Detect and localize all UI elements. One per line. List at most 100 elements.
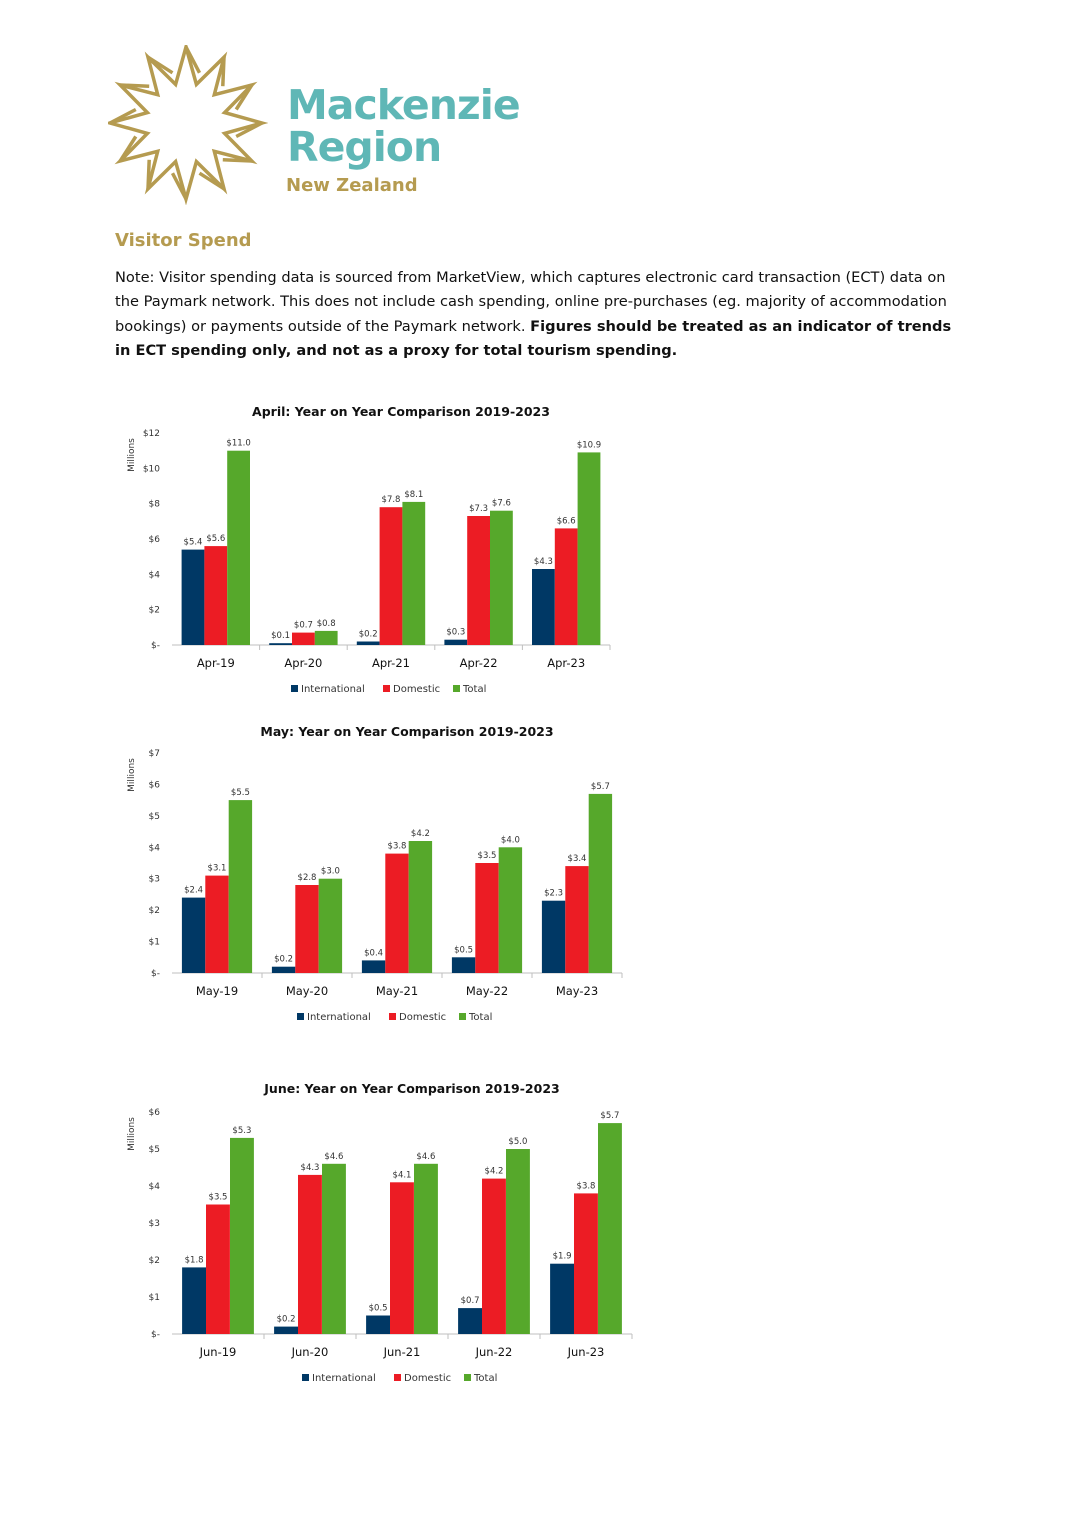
y-tick-label: $5 [149, 1145, 160, 1155]
bar-domestic [298, 1174, 322, 1334]
legend-label: Domestic [399, 1012, 446, 1023]
brand-name-line1: Mackenzie [287, 81, 521, 129]
bar-domestic [467, 516, 490, 645]
data-label: $3.4 [568, 854, 587, 864]
legend-swatch-international [302, 1374, 309, 1381]
data-label: $5.5 [231, 788, 250, 798]
chart-svg: June: Year on Year Comparison 2019-2023 M… [127, 1081, 633, 1384]
bar-international [366, 1315, 390, 1334]
y-tick-label: $- [151, 641, 160, 651]
y-tick-label: $2 [149, 1256, 160, 1266]
y-tick-label: $6 [149, 1108, 161, 1118]
bar-international [182, 1267, 206, 1334]
chart-svg: April: Year on Year Comparison 2019-2023… [127, 404, 611, 695]
bar-international [451, 957, 476, 973]
y-tick-label: $7 [149, 749, 160, 759]
data-label: $4.3 [301, 1163, 320, 1173]
bar-total [588, 793, 613, 973]
data-label: $7.8 [382, 495, 401, 505]
bar-domestic [554, 528, 578, 645]
data-label: $3.8 [577, 1181, 596, 1191]
data-label: $0.5 [454, 945, 473, 955]
bar-international [550, 1263, 574, 1334]
x-tick-label: May-21 [376, 984, 418, 998]
y-tick-label: $2 [149, 606, 160, 616]
data-label: $5.7 [600, 1111, 619, 1121]
x-tick-label: Jun-22 [475, 1345, 513, 1359]
x-tick-label: May-19 [196, 984, 238, 998]
data-label: $4.6 [416, 1152, 435, 1162]
y-tick-label: $6 [149, 780, 161, 790]
y-tick-label: $1 [149, 1293, 160, 1303]
april-chart: April: Year on Year Comparison 2019-2023… [110, 395, 620, 704]
legend-swatch-international [297, 1013, 304, 1020]
bar-international [356, 641, 380, 645]
data-label: $5.0 [508, 1137, 527, 1147]
bar-international [181, 549, 205, 645]
bar-total [230, 1137, 254, 1334]
x-tick-label: Jun-19 [199, 1345, 237, 1359]
data-label: $1.9 [553, 1252, 572, 1262]
legend-swatch-total [459, 1013, 466, 1020]
bar-domestic [475, 863, 499, 973]
x-tick-label: Jun-20 [291, 1345, 329, 1359]
star-burst-logo-icon [108, 45, 268, 205]
bar-total [314, 630, 338, 645]
bar-domestic [379, 507, 403, 645]
data-label: $7.6 [492, 499, 511, 509]
brand-country: New Zealand [286, 175, 418, 196]
data-label: $0.7 [461, 1296, 480, 1306]
data-label: $3.5 [209, 1193, 228, 1203]
bar-domestic [482, 1178, 506, 1334]
note-paragraph: Note: Visitor spending data is sourced f… [115, 266, 965, 363]
bar-domestic [204, 546, 228, 645]
bar-international [444, 639, 468, 645]
x-tick-label: Jun-23 [567, 1345, 605, 1359]
data-label: $0.7 [294, 621, 313, 631]
bar-international [271, 966, 296, 973]
data-label: $4.0 [501, 835, 520, 845]
note-bold-text: Figures should be treated as an indicato… [115, 317, 952, 359]
bar-total [402, 501, 426, 645]
section-title: Visitor Spend [115, 230, 252, 251]
x-tick-label: Apr-20 [284, 656, 322, 670]
data-label: $0.8 [317, 619, 336, 629]
y-axis-label: Millions [127, 1117, 137, 1151]
bar-total [490, 510, 513, 645]
chart-title: April: Year on Year Comparison 2019-2023 [252, 404, 550, 419]
data-label: $4.2 [411, 829, 430, 839]
data-label: $4.3 [534, 557, 553, 567]
bar-total [506, 1149, 530, 1334]
x-tick-label: May-22 [466, 984, 508, 998]
bar-domestic [565, 866, 589, 973]
legend-label: Total [468, 1012, 492, 1023]
y-tick-label: $1 [149, 938, 160, 948]
x-tick-label: Apr-23 [547, 656, 585, 670]
bar-domestic [292, 632, 315, 645]
data-label: $4.6 [324, 1152, 343, 1162]
y-tick-label: $2 [149, 906, 160, 916]
data-label: $2.4 [184, 886, 203, 896]
bar-total [498, 847, 523, 973]
data-label: $0.2 [277, 1315, 296, 1325]
bar-total [414, 1163, 438, 1334]
data-label: $6.6 [557, 516, 576, 526]
bar-international [269, 643, 292, 645]
data-label: $0.5 [369, 1304, 388, 1314]
bar-international [181, 897, 206, 973]
data-label: $3.0 [321, 867, 340, 877]
y-tick-label: $3 [149, 875, 160, 885]
bar-domestic [390, 1182, 414, 1334]
legend-label: Domestic [404, 1373, 451, 1384]
y-tick-label: $- [151, 1330, 160, 1340]
y-tick-label: $4 [149, 1182, 161, 1192]
x-tick-label: Apr-22 [460, 656, 498, 670]
data-label: $5.7 [591, 782, 610, 792]
y-tick-label: $6 [149, 535, 161, 545]
bar-international [361, 960, 386, 973]
data-label: $5.4 [184, 538, 203, 548]
data-label: $2.3 [544, 889, 563, 899]
y-tick-label: $4 [149, 570, 161, 580]
data-label: $0.4 [364, 948, 383, 958]
data-label: $4.1 [393, 1170, 412, 1180]
